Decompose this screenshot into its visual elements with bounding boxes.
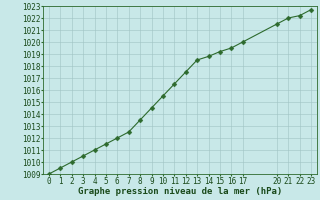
X-axis label: Graphe pression niveau de la mer (hPa): Graphe pression niveau de la mer (hPa) — [78, 187, 282, 196]
